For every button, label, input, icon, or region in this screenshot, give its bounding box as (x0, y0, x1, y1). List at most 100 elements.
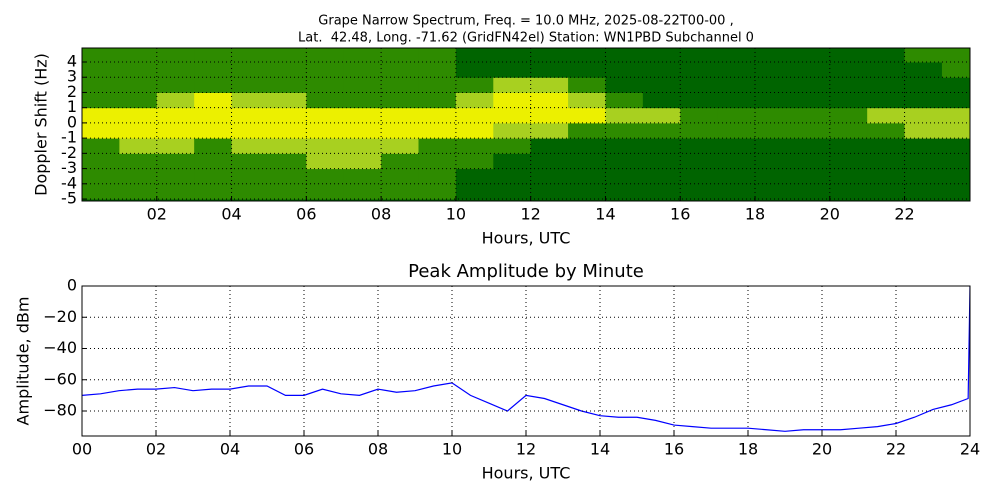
heatmap-cell (82, 153, 120, 170)
heatmap-cell (755, 122, 793, 139)
heatmap-cell (829, 168, 868, 185)
heatmap-cell (792, 138, 831, 154)
heatmap-cell (194, 138, 233, 154)
heatmap-cell (231, 153, 270, 170)
x-tick-label: 08 (371, 205, 391, 224)
heatmap-cell (194, 92, 233, 109)
heatmap-cell (194, 183, 233, 200)
heatmap-cell (829, 138, 868, 154)
heatmap-cell (493, 122, 532, 139)
heatmap-cell (941, 107, 970, 124)
heatmap-cell (904, 153, 943, 170)
heatmap-cell (605, 153, 644, 170)
heatmap-cell (194, 122, 233, 139)
heatmap-cell (530, 183, 569, 200)
heatmap-cell (82, 48, 120, 63)
heatmap-cell (418, 183, 457, 200)
heatmap-cell (119, 183, 158, 200)
heatmap-cell (605, 77, 644, 93)
heatmap-cell (231, 122, 270, 139)
heatmap-cell (642, 107, 681, 124)
x-tick-label: 16 (670, 205, 690, 224)
heatmap-cell (792, 168, 831, 185)
heatmap-cell (156, 138, 195, 154)
heatmap-cell (82, 122, 120, 139)
heatmap-cell (194, 48, 233, 63)
heatmap-cell (381, 77, 420, 93)
heatmap-cell (493, 48, 532, 63)
heatmap-cell (568, 107, 606, 124)
heatmap-cell (343, 138, 382, 154)
heatmap-cell (343, 62, 382, 78)
y-tick-label: 0 (67, 276, 77, 295)
heatmap-cell (268, 183, 307, 200)
heatmap-cell (941, 62, 970, 78)
heatmap-cell (829, 122, 868, 139)
heatmap-cell (680, 62, 719, 78)
heatmap-cell (867, 138, 906, 154)
heatmap-cell (568, 122, 606, 139)
heatmap-cell (493, 138, 532, 154)
heatmap-cell (755, 138, 793, 154)
heatmap-cell (156, 77, 195, 93)
heatmap-cell (381, 48, 420, 63)
heatmap-cell (904, 138, 943, 154)
heatmap-cell (156, 183, 195, 200)
heatmap-cell (904, 122, 943, 139)
y-tick-label: 3 (67, 67, 77, 86)
heatmap-cell (530, 92, 569, 109)
heatmap-cell (455, 92, 494, 109)
heatmap-cell (306, 168, 345, 185)
heatmap-cell (343, 107, 382, 124)
heatmap-cell (231, 107, 270, 124)
heatmap-cell (306, 48, 345, 63)
heatmap-cell (717, 183, 756, 200)
heatmap-cell (867, 122, 906, 139)
heatmap-cell (530, 122, 569, 139)
heatmap-cell (680, 92, 719, 109)
heatmap-cell (306, 107, 345, 124)
heatmap-cell (904, 168, 943, 185)
heatmap-cell (119, 168, 158, 185)
heatmap-cell (829, 92, 868, 109)
heatmap-cell (306, 122, 345, 139)
heatmap-cell (343, 168, 382, 185)
heatmap-cell (119, 92, 158, 109)
heatmap-cell (455, 168, 494, 185)
heatmap-cell (418, 138, 457, 154)
heatmap-cell (605, 62, 644, 78)
heatmap-cell (381, 153, 420, 170)
y-axis-label: Doppler Shift (Hz) (32, 53, 51, 196)
chart-title: Peak Amplitude by Minute (408, 261, 644, 282)
heatmap-cell (156, 168, 195, 185)
heatmap-cell (941, 183, 970, 200)
heatmap-cell (530, 107, 569, 124)
heatmap-cell (455, 138, 494, 154)
plot-area (82, 48, 970, 201)
heatmap-cell (680, 122, 719, 139)
x-tick-label: 16 (664, 440, 684, 459)
heatmap-cell (829, 107, 868, 124)
heatmap-cell (493, 183, 532, 200)
plot-frame (81, 47, 971, 202)
heatmap-cell (829, 77, 868, 93)
plot-area (82, 286, 970, 432)
heatmap-cell (119, 62, 158, 78)
heatmap-cell (829, 153, 868, 170)
y-tick-label: -1 (61, 128, 77, 147)
heatmap-cell (493, 62, 532, 78)
heatmap-cell (680, 48, 719, 63)
heatmap-cell (455, 77, 494, 93)
heatmap-cell (941, 92, 970, 109)
y-tick-label: −40 (43, 338, 77, 357)
heatmap-cell (82, 77, 120, 93)
heatmap-cell (194, 77, 233, 93)
heatmap-cell (568, 168, 606, 185)
chart-subtitle: Lat. 42.48, Long. -71.62 (GridFN42el) St… (298, 31, 754, 46)
heatmap-cell (680, 153, 719, 170)
y-tick-label: -5 (61, 189, 77, 208)
heatmap-cell (343, 153, 382, 170)
heatmap-cell (941, 122, 970, 139)
heatmap-cell (194, 153, 233, 170)
heatmap-cell (381, 138, 420, 154)
